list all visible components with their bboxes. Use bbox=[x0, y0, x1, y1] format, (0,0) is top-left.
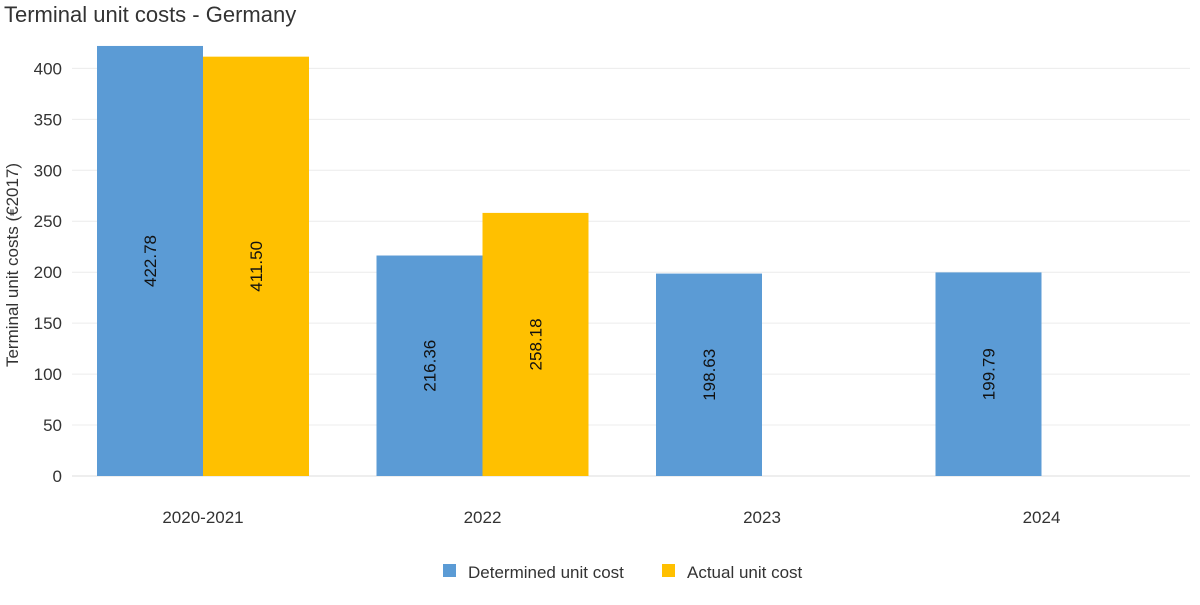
y-axis-title: Terminal unit costs (€2017) bbox=[3, 163, 22, 367]
legend[interactable]: Determined unit cost Actual unit cost bbox=[443, 563, 803, 582]
y-tick-label: 400 bbox=[34, 59, 62, 78]
bar-determined-2022[interactable] bbox=[376, 255, 483, 476]
legend-swatch bbox=[662, 564, 675, 577]
data-label: 198.63 bbox=[700, 349, 719, 401]
bar-determined-2020-2021[interactable] bbox=[97, 45, 203, 476]
x-tick-label: 2023 bbox=[743, 508, 781, 527]
legend-label: Actual unit cost bbox=[687, 563, 803, 582]
data-label: 422.78 bbox=[141, 235, 160, 287]
data-label: 199.79 bbox=[980, 348, 999, 400]
x-axis: 2020-2021 2022 2023 2024 bbox=[162, 508, 1060, 527]
legend-item-determined[interactable]: Determined unit cost bbox=[443, 563, 624, 582]
data-label: 258.18 bbox=[527, 318, 546, 370]
data-labels: 422.78 411.50 216.36 258.18 198.63 199.79 bbox=[141, 235, 999, 401]
data-label: 411.50 bbox=[247, 241, 266, 292]
data-label: 216.36 bbox=[421, 340, 440, 392]
bar-determined-2024[interactable] bbox=[935, 272, 1042, 476]
legend-item-actual[interactable]: Actual unit cost bbox=[662, 563, 803, 582]
legend-label: Determined unit cost bbox=[468, 563, 624, 582]
y-tick-label: 200 bbox=[34, 263, 62, 282]
x-tick-label: 2020-2021 bbox=[162, 508, 243, 527]
bar-actual-2020-2021[interactable] bbox=[203, 56, 309, 477]
y-tick-label: 250 bbox=[34, 212, 62, 231]
bars bbox=[97, 45, 1042, 477]
chart-title: Terminal unit costs - Germany bbox=[4, 2, 297, 27]
x-tick-label: 2022 bbox=[464, 508, 502, 527]
y-tick-label: 350 bbox=[34, 110, 62, 129]
x-tick-label: 2024 bbox=[1023, 508, 1061, 527]
y-tick-label: 300 bbox=[34, 161, 62, 180]
y-tick-label: 100 bbox=[34, 365, 62, 384]
y-tick-label: 150 bbox=[34, 314, 62, 333]
bar-determined-2023[interactable] bbox=[656, 273, 762, 476]
y-tick-label: 50 bbox=[43, 416, 62, 435]
y-tick-label: 0 bbox=[53, 467, 62, 486]
legend-swatch bbox=[443, 564, 456, 577]
bar-actual-2022[interactable] bbox=[482, 212, 589, 476]
y-axis: 0 50 100 150 200 250 300 350 400 bbox=[34, 59, 62, 486]
